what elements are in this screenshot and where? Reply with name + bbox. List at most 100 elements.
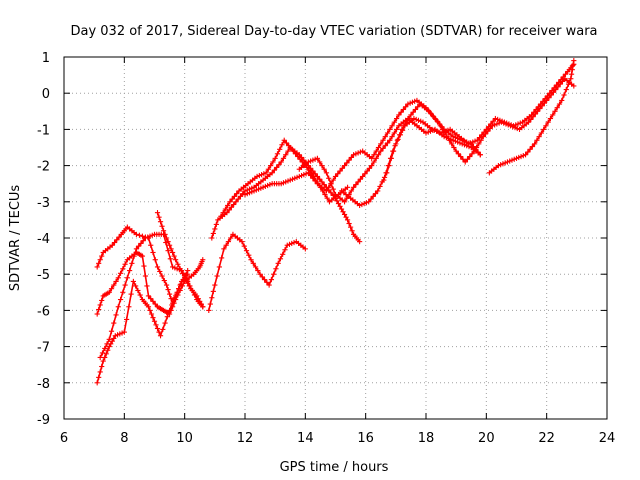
data-point — [349, 228, 355, 234]
data-point — [280, 155, 287, 161]
data-point — [383, 170, 389, 176]
data-point — [111, 320, 117, 326]
data-point — [96, 260, 102, 266]
y-tick-label: 0 — [42, 87, 50, 102]
data-point — [471, 148, 477, 154]
data-point — [165, 239, 171, 245]
data-point — [156, 214, 162, 220]
data-point — [121, 329, 127, 335]
data-point — [530, 114, 536, 120]
data-point — [335, 171, 341, 177]
data-point — [167, 256, 173, 262]
data-point — [178, 281, 184, 287]
data-point — [277, 146, 283, 152]
data-point — [137, 292, 143, 298]
data-point — [547, 115, 554, 122]
data-point — [490, 118, 496, 124]
data-point — [357, 176, 363, 182]
data-point — [140, 238, 146, 244]
data-point — [487, 125, 493, 132]
data-point — [94, 264, 100, 270]
data-point — [216, 264, 222, 270]
data-point — [272, 155, 278, 161]
data-point — [108, 286, 115, 292]
data-point — [550, 112, 556, 118]
data-point — [444, 134, 450, 140]
data-point — [142, 273, 149, 279]
data-point — [458, 153, 464, 160]
data-point — [277, 256, 284, 262]
data-point — [308, 172, 314, 179]
x-tick-label: 6 — [60, 431, 68, 446]
data-point — [170, 249, 176, 256]
data-point — [106, 344, 112, 350]
x-tick-label: 10 — [176, 431, 193, 446]
data-point — [182, 275, 188, 281]
data-point — [160, 326, 166, 333]
data-point — [343, 214, 349, 220]
data-point — [381, 177, 387, 183]
data-point — [225, 202, 231, 209]
data-point — [371, 152, 377, 158]
data-point — [166, 242, 173, 248]
data-point — [387, 126, 393, 132]
data-point — [335, 201, 342, 207]
data-point — [341, 163, 348, 169]
data-point — [546, 95, 552, 101]
data-point — [100, 358, 106, 364]
data-point — [96, 306, 102, 313]
data-point — [357, 239, 363, 245]
data-point — [173, 291, 179, 297]
x-tick-label: 20 — [478, 431, 495, 446]
data-point — [129, 260, 135, 266]
data-point — [565, 81, 572, 87]
data-point — [426, 108, 432, 114]
data-point — [569, 67, 575, 73]
data-point — [355, 179, 361, 185]
series-arc-9 — [242, 97, 483, 198]
data-point — [353, 182, 359, 188]
data-point — [126, 304, 132, 310]
data-point — [228, 235, 234, 241]
data-point — [369, 155, 375, 161]
data-point — [323, 188, 330, 194]
data-point — [375, 144, 382, 151]
data-point — [130, 278, 136, 285]
data-point — [476, 141, 482, 147]
data-point — [392, 143, 398, 149]
data-point — [111, 239, 118, 246]
data-point — [136, 232, 143, 238]
data-point — [154, 264, 161, 270]
data-point — [563, 86, 569, 93]
data-point — [148, 311, 155, 317]
data-point — [255, 267, 261, 274]
data-point — [117, 270, 124, 276]
data-point — [263, 170, 269, 176]
data-point — [115, 304, 121, 310]
data-point — [473, 144, 480, 151]
data-point — [150, 315, 156, 321]
data-point — [151, 318, 158, 324]
data-point — [162, 231, 168, 237]
data-point — [344, 184, 351, 190]
data-point — [369, 163, 375, 169]
data-point — [152, 257, 158, 263]
data-point — [344, 217, 351, 223]
data-point — [366, 165, 373, 171]
data-point — [382, 134, 388, 140]
data-point — [328, 181, 334, 187]
data-point — [366, 199, 372, 205]
data-point — [348, 188, 354, 194]
data-point — [165, 286, 171, 293]
data-point — [539, 103, 545, 109]
data-point — [262, 277, 268, 283]
data-point — [283, 140, 290, 146]
data-point — [246, 252, 252, 258]
x-tick-label: 14 — [297, 431, 314, 446]
data-point — [304, 164, 310, 171]
data-point — [161, 277, 167, 284]
data-point — [259, 274, 265, 280]
data-point — [122, 261, 128, 267]
data-point — [273, 266, 279, 272]
data-point — [310, 175, 316, 181]
